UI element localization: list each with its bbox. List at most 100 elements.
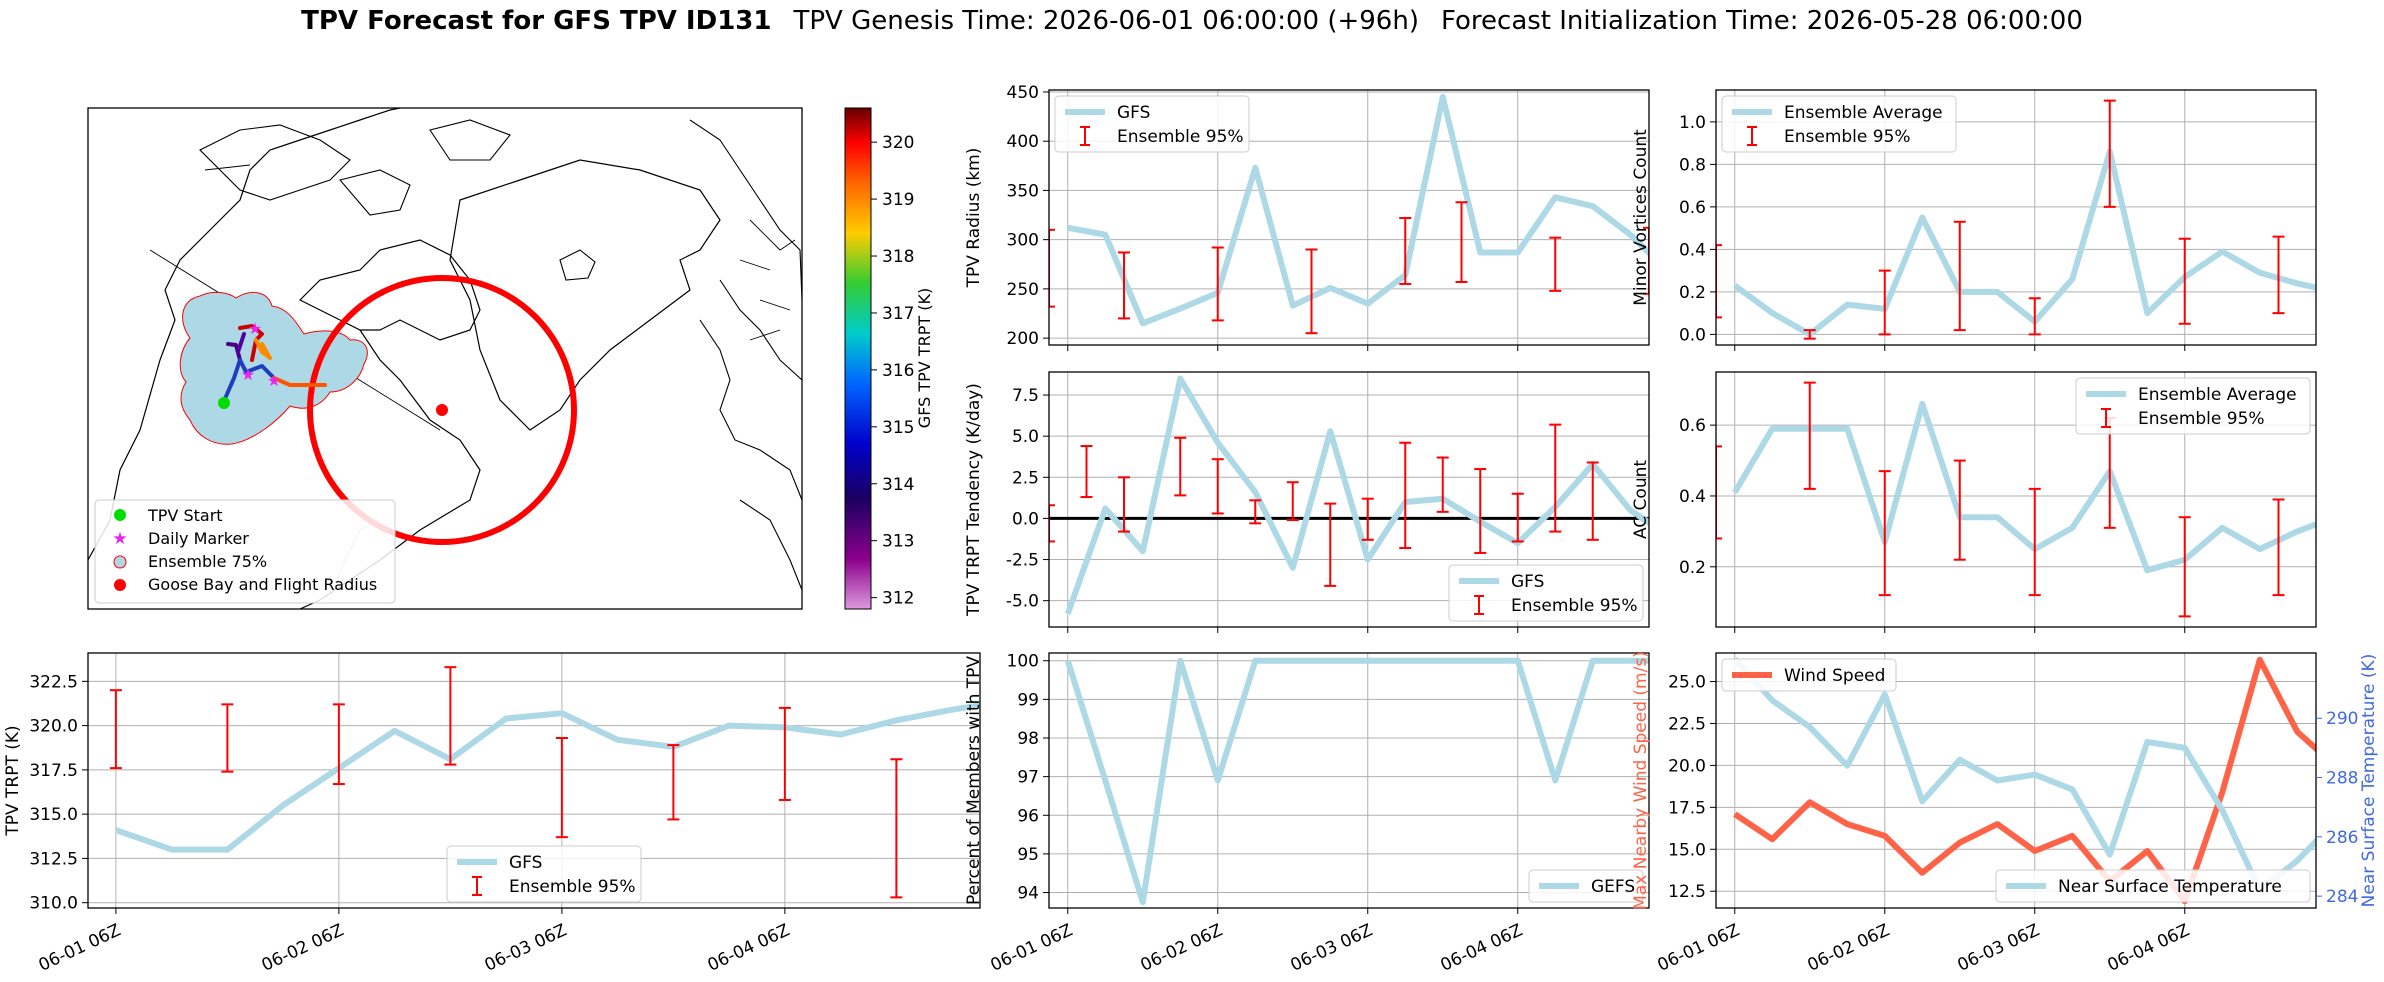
ylabel: TPV Radius (km) <box>964 148 984 289</box>
xtick-label: 06-01 06Z <box>988 920 1076 975</box>
colorbar-tick-label: 315 <box>882 418 914 438</box>
series-line <box>1732 656 2316 894</box>
legend-box <box>1528 869 1644 903</box>
ytick-label: 300 <box>1007 231 1039 251</box>
plot-area-wind <box>1732 656 2316 905</box>
figure-title-main: TPV Forecast for GFS TPV ID131 <box>301 6 772 36</box>
series-line <box>114 702 980 853</box>
ytick-label: -2.5 <box>1006 551 1039 571</box>
legend-box <box>2075 377 2311 435</box>
ytick-label: 0.6 <box>1679 416 1706 436</box>
ytick-label: 94 <box>1017 884 1039 904</box>
ytick-label: 15.0 <box>1668 840 1706 860</box>
ytick-label: 2.5 <box>1012 468 1039 488</box>
ytick-label: 0.0 <box>1012 509 1039 529</box>
legend-box <box>1721 658 1897 692</box>
ytick-label: 95 <box>1017 845 1039 865</box>
ytick-label: 99 <box>1017 690 1039 710</box>
colorbar-ticks: 312 313 314 315 316 317 318 319 320 <box>871 133 914 609</box>
legend-marker-swatch: ★ <box>112 529 127 549</box>
legend-start-swatch <box>114 509 126 521</box>
legend-label: Ensemble 95% <box>1511 596 1638 616</box>
plot-area-minor <box>1716 99 2316 340</box>
ytick-label: 350 <box>1007 181 1039 201</box>
legend-ensemble-label: Ensemble 75% <box>148 552 267 571</box>
colorbar-gradient <box>844 107 872 610</box>
xtick-label: 06-03 06Z <box>1955 920 2043 975</box>
ytick-right-label: 286 <box>2326 828 2358 848</box>
series-line <box>1733 656 2316 905</box>
svg-text:★: ★ <box>241 365 255 384</box>
plot-area-radius <box>1049 93 1649 335</box>
ytick-label: 17.5 <box>1668 798 1706 818</box>
ytick-label: -5.0 <box>1006 592 1039 612</box>
panel-trpt: 310.0 312.5 315.0 317.5 320.0 322.5 06-01 06Z 0… <box>3 652 981 976</box>
colorbar-tick-label: 314 <box>882 475 914 495</box>
legend: GEFS <box>1528 869 1644 903</box>
colorbar: 312 313 314 315 316 317 318 319 320 GFS TPV TRPT… <box>844 107 934 610</box>
legend-label: GFS <box>1117 103 1150 123</box>
axes-frame <box>1048 371 1650 628</box>
colorbar-label: GFS TPV TRPT (K) <box>915 288 934 428</box>
ytick-label: 98 <box>1017 729 1039 749</box>
coastline-greenland <box>449 159 721 431</box>
legend: GFS Ensemble 95% <box>1054 95 1250 153</box>
ylabel: TPV TRPT (K) <box>3 725 23 836</box>
ytick-label: 96 <box>1017 806 1039 826</box>
axes-frame <box>1048 89 1650 346</box>
ytick-label: 400 <box>1007 132 1039 152</box>
ylabel: AC Count <box>1631 460 1651 539</box>
colorbar-tick-label: 316 <box>882 361 914 381</box>
ytick-label: 97 <box>1017 768 1039 788</box>
legend: Wind Speed <box>1721 658 1897 692</box>
colorbar-tick-label: 317 <box>882 304 914 324</box>
legend-label: Ensemble 95% <box>2138 409 2265 429</box>
xtick-label: 06-02 06Z <box>1138 920 1226 975</box>
series-line <box>1064 657 1649 906</box>
xtick-label: 06-03 06Z <box>482 920 570 975</box>
map-frame <box>87 107 803 610</box>
xtick-label: 06-03 06Z <box>1288 920 1376 975</box>
panel-wind: 12.5 15.0 17.5 20.0 22.5 25.0 06-01 06Z 06-02 0… <box>1631 651 2379 976</box>
axes-frame <box>1715 89 2317 346</box>
coastline-arctic-islands <box>199 119 511 216</box>
ytick-label: 25.0 <box>1668 673 1706 693</box>
ytick-label: 250 <box>1007 280 1039 300</box>
figure-title: TPV Forecast for GFS TPV ID131 TPV Genesi… <box>0 6 2384 36</box>
legend-goose-label: Goose Bay and Flight Radius <box>148 575 377 594</box>
axes-frame <box>1048 652 1650 909</box>
tpv-track <box>222 324 327 403</box>
ylabel-right: Near Surface Temperature (K) <box>2359 654 2379 908</box>
ytick-label: 0.2 <box>1679 283 1706 303</box>
ytick-label: 0.2 <box>1679 558 1706 578</box>
colorbar-tick-label: 319 <box>882 190 914 210</box>
panel-minor: 0.0 0.2 0.4 0.6 0.8 1.0 Minor Vortices Count En… <box>1631 89 2317 351</box>
legend-label: Ensemble Average <box>1784 103 1943 123</box>
ytick-label: 310.0 <box>29 894 78 914</box>
ytick-label: 0.0 <box>1679 325 1706 345</box>
ytick-label: 12.5 <box>1668 882 1706 902</box>
ytick-label: 200 <box>1007 329 1039 349</box>
goose-bay-marker <box>436 404 448 416</box>
legend-label: Ensemble 95% <box>509 877 636 897</box>
legend: GFS Ensemble 95% <box>446 845 642 903</box>
colorbar-tick-label: 318 <box>882 247 914 267</box>
legend: GFS Ensemble 95% <box>1448 564 1644 622</box>
ytick-right-label: 290 <box>2326 709 2358 729</box>
ytick-right-label: 288 <box>2326 769 2358 789</box>
coastline-iceland <box>559 249 596 281</box>
plot-area-trpt <box>109 666 980 899</box>
axes-frame <box>1715 652 2317 909</box>
colorbar-tick-label: 320 <box>882 133 914 153</box>
ytick-label: 22.5 <box>1668 714 1706 734</box>
legend-label: Wind Speed <box>1784 666 1885 686</box>
coastline-north-america <box>88 108 401 561</box>
colorbar-tick-label: 313 <box>882 532 914 552</box>
coastline-hudson-bay <box>298 239 481 341</box>
legend-label: Near Surface Temperature <box>2058 877 2282 897</box>
ytick-label: 0.4 <box>1679 487 1706 507</box>
legend-box <box>1995 869 2311 903</box>
